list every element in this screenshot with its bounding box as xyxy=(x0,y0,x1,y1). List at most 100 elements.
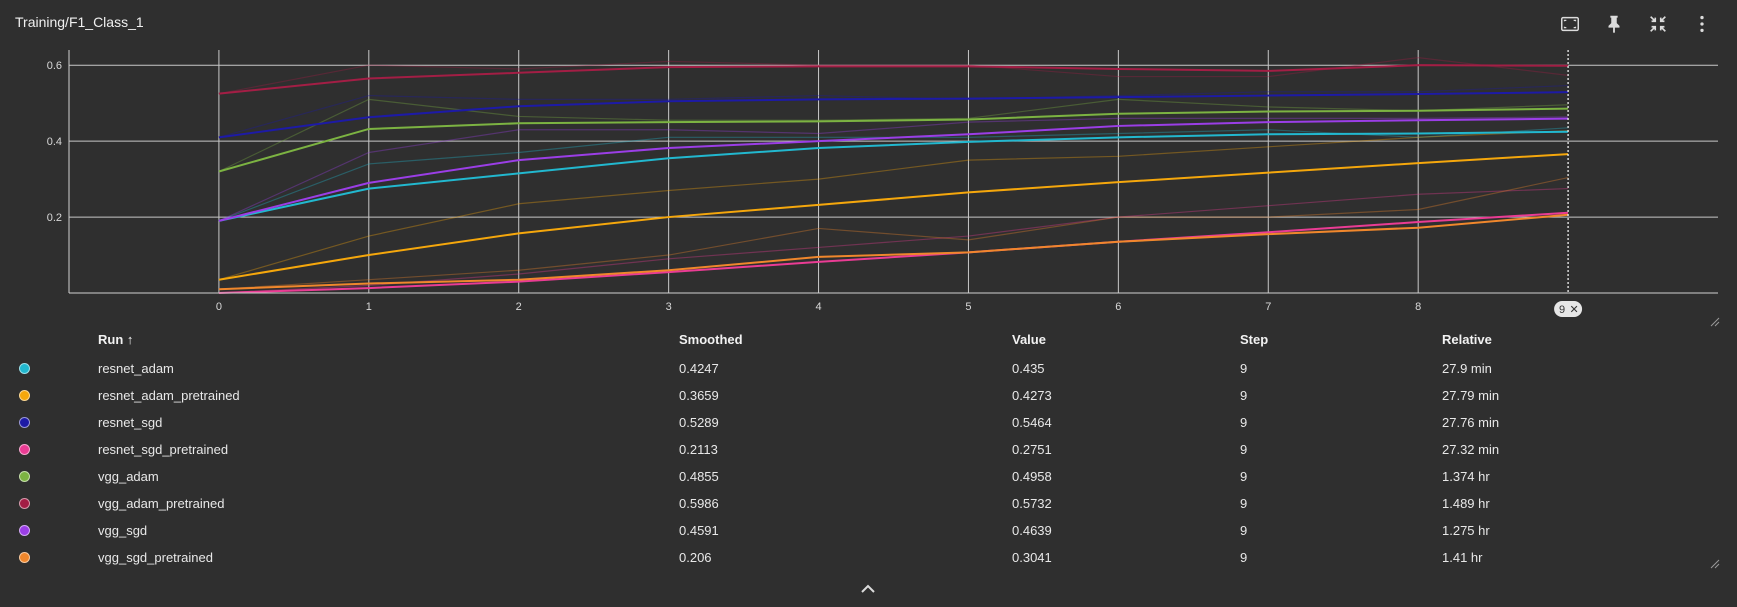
run-cell: resnet_adam xyxy=(98,361,174,376)
value-cell: 0.3041 xyxy=(1012,550,1052,565)
table-row[interactable]: vgg_sgd 0.4591 0.4639 9 1.275 hr xyxy=(0,518,1737,545)
raw-series-vgg_sgd xyxy=(218,116,1569,222)
fullscreen-exit-icon xyxy=(1650,16,1666,32)
relative-cell: 1.489 hr xyxy=(1442,496,1490,511)
step-cell: 9 xyxy=(1240,442,1248,457)
raw-series-vgg_adam xyxy=(218,98,1569,173)
relative-cell: 1.41 hr xyxy=(1442,550,1483,565)
relative-cell: 27.9 min xyxy=(1442,361,1492,376)
run-color-swatch[interactable] xyxy=(19,390,30,401)
card-title: Training/F1_Class_1 xyxy=(15,14,144,30)
collapse-card-button[interactable] xyxy=(1641,10,1675,38)
y-tick-label: 0.4 xyxy=(47,136,62,148)
raw-series-resnet_adam_pretrained xyxy=(218,130,1569,281)
series-resnet_adam[interactable] xyxy=(218,130,1569,222)
series-resnet_sgd_pretrained[interactable] xyxy=(218,211,1569,294)
value-cell: 0.5464 xyxy=(1012,415,1052,430)
value-column-header[interactable]: Value xyxy=(1012,332,1046,347)
expand-toggle[interactable] xyxy=(859,582,877,596)
relative-column-header[interactable]: Relative xyxy=(1442,332,1492,347)
x-tick-label: 8 xyxy=(1415,301,1421,313)
raw-series-resnet_sgd xyxy=(218,84,1569,138)
x-tick-label: 3 xyxy=(666,301,672,313)
run-color-swatch[interactable] xyxy=(19,444,30,455)
cursor-step-chip[interactable] xyxy=(1554,301,1583,317)
run-cell: resnet_sgd_pretrained xyxy=(98,442,229,457)
cursor-step-label: 9 xyxy=(1559,304,1565,316)
smoothed-lines xyxy=(218,64,1569,294)
series-resnet_sgd[interactable] xyxy=(218,91,1569,139)
series-vgg_adam_pretrained[interactable] xyxy=(218,64,1569,95)
table-row[interactable]: resnet_adam_pretrained 0.3659 0.4273 9 27.79… xyxy=(0,383,1737,410)
resize-icon xyxy=(1710,559,1720,569)
run-color-swatch[interactable] xyxy=(19,498,30,509)
relative-cell: 1.374 hr xyxy=(1442,469,1490,484)
pin-icon xyxy=(1608,15,1620,34)
value-cell: 0.4958 xyxy=(1012,469,1052,484)
value-cell: 0.4639 xyxy=(1012,523,1052,538)
step-cell: 9 xyxy=(1240,523,1248,538)
x-tick-label: 6 xyxy=(1115,301,1121,313)
raw-series-resnet_sgd_pretrained xyxy=(218,187,1569,294)
y-tick-label: 0.2 xyxy=(47,212,62,224)
x-tick-label: 2 xyxy=(516,301,522,313)
smoothed-cell: 0.2113 xyxy=(679,442,718,457)
run-cell: vgg_sgd xyxy=(98,523,148,538)
run-color-swatch[interactable] xyxy=(19,471,30,482)
smoothed-cell: 0.4855 xyxy=(679,469,719,484)
relative-cell: 1.275 hr xyxy=(1442,523,1490,538)
run-cell: resnet_adam_pretrained xyxy=(98,388,240,403)
run-color-swatch[interactable] xyxy=(19,363,30,374)
step-cursor: 9 ✕ xyxy=(1554,50,1583,317)
x-tick-label: 4 xyxy=(815,301,821,313)
pin-button[interactable] xyxy=(1597,10,1631,38)
step-cell: 9 xyxy=(1240,361,1248,376)
line-chart[interactable]: 0 1 2 3 4 5 6 7 80.20.40.6 9 ✕ xyxy=(0,40,1737,320)
fit-domain-button[interactable] xyxy=(1553,10,1587,38)
table-row[interactable]: resnet_adam 0.4247 0.435 9 27.9 min xyxy=(0,356,1737,383)
table-row[interactable]: resnet_sgd 0.5289 0.5464 9 27.76 min xyxy=(0,410,1737,437)
value-cell: 0.5732 xyxy=(1012,496,1052,511)
series-vgg_sgd[interactable] xyxy=(218,117,1569,222)
table-row[interactable]: vgg_adam_pretrained 0.5986 0.5732 9 1.489 hr xyxy=(0,491,1737,518)
step-cell: 9 xyxy=(1240,388,1248,403)
x-tick-label: 0 xyxy=(216,301,222,313)
table-row[interactable]: resnet_sgd_pretrained 0.2113 0.2751 9 27.32 … xyxy=(0,437,1737,464)
step-cell: 9 xyxy=(1240,550,1248,565)
step-cell: 9 xyxy=(1240,415,1248,430)
series-vgg_sgd_pretrained[interactable] xyxy=(218,213,1569,291)
more-vert-icon xyxy=(1700,15,1704,33)
value-cell: 0.2751 xyxy=(1012,442,1052,457)
more-menu-button[interactable] xyxy=(1685,10,1719,38)
smoothed-cell: 0.3659 xyxy=(679,388,719,403)
run-cell: vgg_adam_pretrained xyxy=(98,496,225,511)
series-resnet_adam_pretrained[interactable] xyxy=(218,153,1569,281)
smoothed-cell: 0.4247 xyxy=(679,361,719,376)
smoothed-cell: 0.5289 xyxy=(679,415,719,430)
raw-series-vgg_sgd_pretrained xyxy=(218,176,1569,290)
value-cell: 0.4273 xyxy=(1012,388,1052,403)
run-color-swatch[interactable] xyxy=(19,552,30,563)
step-column-header[interactable]: Step xyxy=(1240,332,1269,347)
run-color-swatch[interactable] xyxy=(19,525,30,536)
relative-cell: 27.79 min xyxy=(1442,388,1500,403)
step-cell: 9 xyxy=(1240,469,1248,484)
run-color-swatch[interactable] xyxy=(19,417,30,428)
smoothed-column-header[interactable]: Smoothed xyxy=(679,332,743,347)
card-toolbar xyxy=(1553,10,1719,38)
table-row[interactable]: vgg_sgd_pretrained 0.206 0.3041 9 1.41 hr xyxy=(0,545,1737,572)
chart-resize-handle[interactable] xyxy=(1708,314,1720,327)
close-icon[interactable]: ✕ xyxy=(1569,304,1578,316)
table-row[interactable]: vgg_adam 0.4855 0.4958 9 1.374 hr xyxy=(0,464,1737,491)
run-cell: vgg_adam xyxy=(98,469,159,484)
table-resize-handle[interactable] xyxy=(1708,556,1720,569)
smoothed-cell: 0.5986 xyxy=(679,496,719,511)
run-column-header[interactable]: Run ↑ xyxy=(98,332,134,347)
run-cell: vgg_sgd_pretrained xyxy=(98,550,213,565)
value-cell: 0.435 xyxy=(1012,361,1045,376)
smoothed-cell: 0.206 xyxy=(679,550,712,565)
chart-axes: 0 1 2 3 4 5 6 7 8 0.2 0.4 0.6 xyxy=(47,50,1718,313)
series-vgg_adam[interactable] xyxy=(218,107,1569,173)
x-tick-label: 7 xyxy=(1265,301,1271,313)
